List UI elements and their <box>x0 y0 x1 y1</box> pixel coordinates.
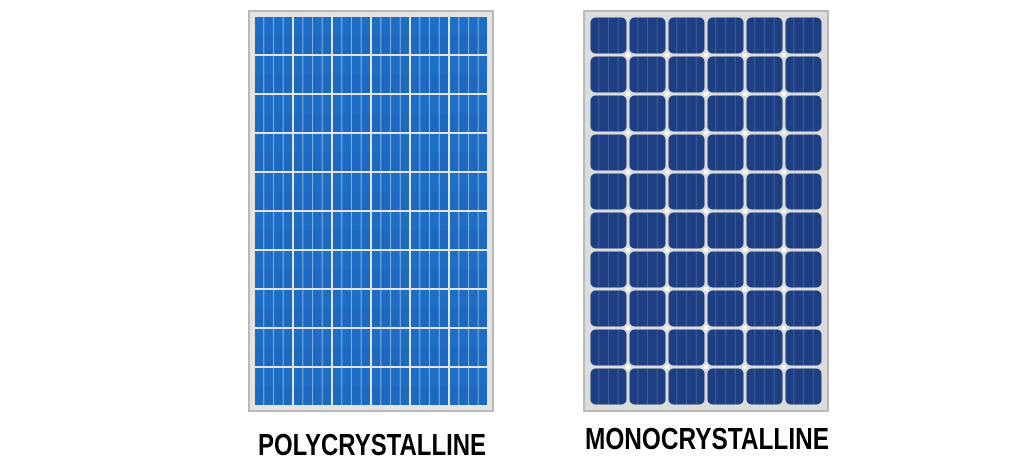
cell-corner-dot <box>703 286 709 292</box>
cell-corner-dot <box>625 325 631 331</box>
cell-corner-dot <box>664 247 670 253</box>
cell-corner-dot <box>625 52 631 58</box>
cell-corner-dot <box>781 52 787 58</box>
cell-corner-dot <box>742 91 748 97</box>
cell-corner-dot <box>703 91 709 97</box>
cell-corner-dot <box>664 91 670 97</box>
cell-corner-dot <box>664 169 670 175</box>
cell-corner-dot <box>664 286 670 292</box>
cell-corner-dot <box>703 52 709 58</box>
cell-corner-dot <box>703 364 709 370</box>
cell-corner-dot <box>664 325 670 331</box>
cell-corner-dot <box>781 208 787 214</box>
cell-corner-dot <box>781 130 787 136</box>
cell-corner-dot <box>742 52 748 58</box>
panel-label: MONOCRYSTALLINE <box>585 421 829 456</box>
cell-corner-dot <box>625 286 631 292</box>
cell-corner-dot <box>781 364 787 370</box>
cell-corner-dot <box>625 247 631 253</box>
polycrystalline-panel <box>248 10 494 412</box>
cell-corner-dot <box>625 364 631 370</box>
cell-corner-dot <box>742 364 748 370</box>
cell-corner-dot <box>781 286 787 292</box>
cell-corner-dot <box>742 130 748 136</box>
cell-corner-dot <box>703 130 709 136</box>
cell-corner-dot <box>703 169 709 175</box>
cell-corner-dot <box>703 208 709 214</box>
cell-corner-dot <box>742 325 748 331</box>
cell-corner-dot <box>703 247 709 253</box>
cell-corner-dot <box>742 247 748 253</box>
cell-corner-dot <box>625 208 631 214</box>
cell-corner-dot <box>742 286 748 292</box>
cell-corner-dot <box>625 169 631 175</box>
panel-label: POLYCRYSTALLINE <box>258 427 486 462</box>
cell-corner-dot <box>742 208 748 214</box>
monocrystalline-panel <box>583 10 829 412</box>
cell-corner-dot <box>664 130 670 136</box>
cell-corner-dot <box>625 130 631 136</box>
cell-corner-dot <box>742 169 748 175</box>
cell-corner-dot <box>781 247 787 253</box>
cell-corner-dot <box>781 169 787 175</box>
cell-corner-dot <box>625 91 631 97</box>
cell-corner-dot <box>664 208 670 214</box>
cell-corner-dot <box>703 325 709 331</box>
cell-corner-dot <box>664 364 670 370</box>
cell-corner-dot <box>664 52 670 58</box>
cell-corner-dot <box>781 325 787 331</box>
cell-corner-dot <box>781 91 787 97</box>
